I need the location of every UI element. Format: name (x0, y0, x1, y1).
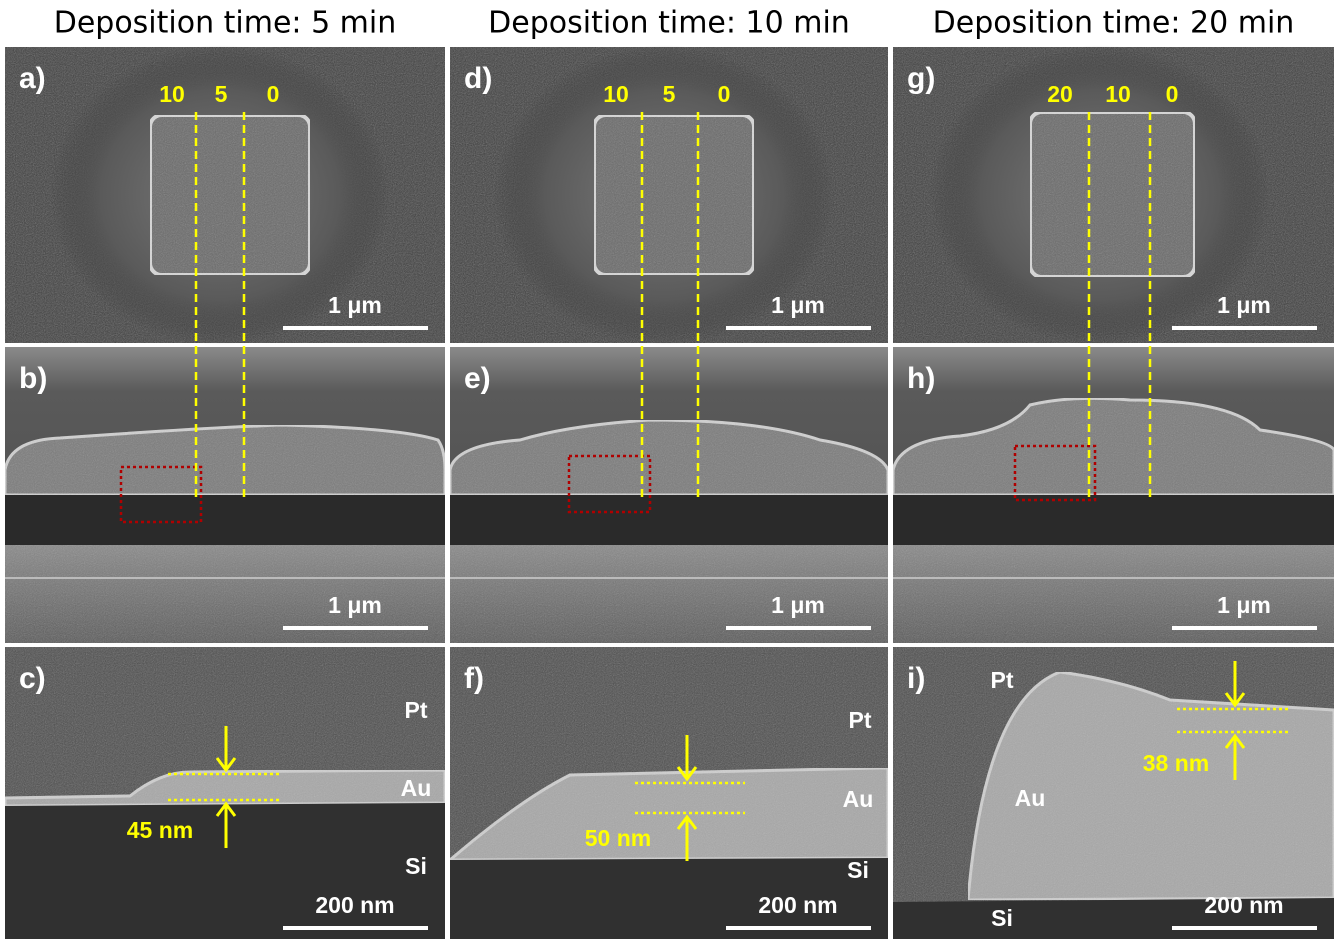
layer-label: Si (405, 853, 427, 879)
scale-bar-label: 1 μm (771, 592, 825, 618)
position-marker: 5 (215, 81, 228, 107)
substrate (893, 495, 1334, 545)
panel-label: a) (19, 62, 46, 95)
thickness-label: 45 nm (127, 817, 193, 843)
deposit-square (594, 115, 754, 275)
layer-label: Si (991, 905, 1013, 931)
panel-label: i) (907, 662, 925, 695)
layer-label: Au (401, 775, 432, 801)
layer-label: Si (847, 857, 869, 883)
column-title: Deposition time: 20 min (933, 6, 1295, 41)
panel-label: d) (464, 62, 492, 95)
position-marker: 10 (1105, 81, 1131, 107)
column-title: Deposition time: 5 min (54, 6, 397, 41)
layer-label: Au (843, 786, 874, 812)
layer-label: Pt (849, 707, 872, 733)
column-title: Deposition time: 10 min (488, 6, 850, 41)
scale-bar-label: 1 μm (328, 292, 382, 318)
substrate (5, 495, 445, 545)
scale-bar-label: 1 μm (1217, 592, 1271, 618)
panel-label: e) (464, 362, 491, 395)
scale-bar-label: 1 μm (771, 292, 825, 318)
position-marker: 5 (663, 81, 676, 107)
thickness-label: 50 nm (585, 825, 651, 851)
substrate (450, 495, 888, 545)
scale-bar-label: 1 μm (1217, 292, 1271, 318)
position-marker: 0 (267, 81, 280, 107)
position-marker: 0 (1166, 81, 1179, 107)
scale-bar-label: 200 nm (1204, 892, 1283, 918)
panel-label: c) (19, 662, 46, 695)
panel-label: b) (19, 362, 47, 395)
position-marker: 20 (1047, 81, 1073, 107)
position-marker: 10 (159, 81, 185, 107)
scale-bar-label: 200 nm (315, 892, 394, 918)
thickness-label: 38 nm (1143, 750, 1209, 776)
panel-label: h) (907, 362, 935, 395)
panel-label: g) (907, 62, 935, 95)
figure: Deposition time: 5 mina) 1 μm 10 5 0 b) 1 μm c)… (0, 0, 1334, 939)
scale-bar-label: 1 μm (328, 592, 382, 618)
deposit-square (150, 115, 310, 275)
scale-bar-label: 200 nm (758, 892, 837, 918)
layer-label: Au (1015, 785, 1046, 811)
position-marker: 10 (603, 81, 629, 107)
layer-label: Pt (991, 667, 1014, 693)
layer-label: Pt (405, 697, 428, 723)
position-marker: 0 (718, 81, 731, 107)
panel-label: f) (464, 662, 484, 695)
deposit-square (1030, 112, 1195, 277)
